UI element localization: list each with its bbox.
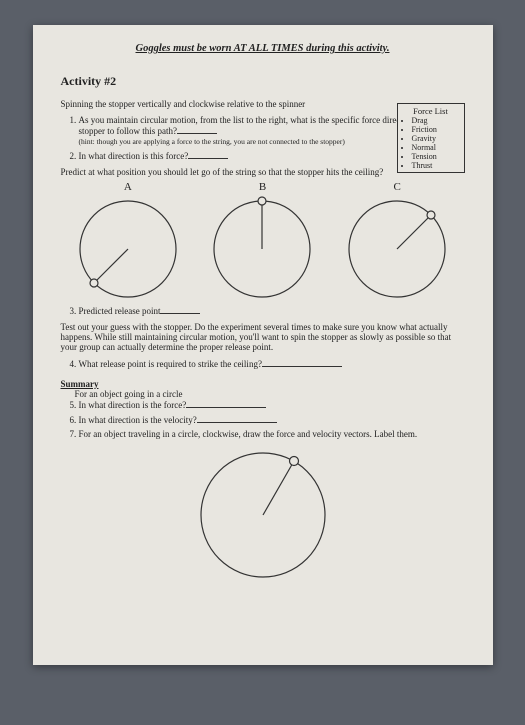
question-5: In what direction is the force?	[79, 399, 465, 410]
summary-header: Summary	[61, 379, 465, 389]
question-list-4: In what direction is the force? In what …	[61, 399, 465, 439]
safety-warning: Goggles must be worn AT ALL TIMES during…	[61, 43, 465, 54]
force-item: Gravity	[412, 134, 460, 143]
force-list: Drag Friction Gravity Normal Tension Thr…	[402, 116, 460, 170]
summary-circle-wrap	[61, 445, 465, 585]
question-list-2: Predicted release point	[61, 305, 465, 316]
circles-row: A B C	[61, 181, 465, 303]
force-item: Drag	[412, 116, 460, 125]
circle-a-col: A	[74, 181, 182, 303]
question-4: What release point is required to strike…	[79, 358, 465, 369]
label-b: B	[208, 181, 316, 193]
label-a: A	[74, 181, 182, 193]
force-list-box: Force List Drag Friction Gravity Normal …	[397, 103, 465, 173]
question-7: For an object traveling in a circle, clo…	[79, 429, 465, 439]
summary-circle-svg	[193, 445, 333, 585]
force-item: Friction	[412, 125, 460, 134]
q7-text: For an object traveling in a circle, clo…	[79, 429, 418, 439]
answer-blank[interactable]	[186, 399, 266, 408]
force-item: Thrust	[412, 161, 460, 170]
circle-c-col: C	[343, 181, 451, 303]
force-list-header: Force List	[402, 106, 460, 116]
answer-blank[interactable]	[262, 358, 342, 367]
answer-blank[interactable]	[197, 414, 277, 423]
intro-text: Spinning the stopper vertically and cloc…	[61, 99, 381, 109]
activity-title: Activity #2	[61, 74, 465, 89]
circle-b-svg	[208, 195, 316, 303]
force-item: Tension	[412, 152, 460, 161]
question-list-3: What release point is required to strike…	[61, 358, 465, 369]
circle-b-col: B	[208, 181, 316, 303]
summary-intro: For an object going in a circle	[75, 389, 465, 399]
question-3: Predicted release point	[79, 305, 465, 316]
q1-hint: (hint: though you are applying a force t…	[79, 137, 345, 146]
worksheet-page: Goggles must be worn AT ALL TIMES during…	[33, 25, 493, 665]
answer-blank[interactable]	[177, 125, 217, 134]
q3-text: Predicted release point	[79, 306, 161, 316]
circle-c-svg	[343, 195, 451, 303]
answer-blank[interactable]	[160, 305, 200, 314]
label-c: C	[343, 181, 451, 193]
q2-text: In what direction is this force?	[79, 151, 189, 161]
q6-text: In what direction is the velocity?	[79, 415, 197, 425]
question-6: In what direction is the velocity?	[79, 414, 465, 425]
q5-text: In what direction is the force?	[79, 400, 187, 410]
testout-paragraph: Test out your guess with the stopper. Do…	[61, 322, 465, 352]
circle-a-svg	[74, 195, 182, 303]
force-item: Normal	[412, 143, 460, 152]
q4-text: What release point is required to strike…	[79, 359, 262, 369]
answer-blank[interactable]	[188, 150, 228, 159]
